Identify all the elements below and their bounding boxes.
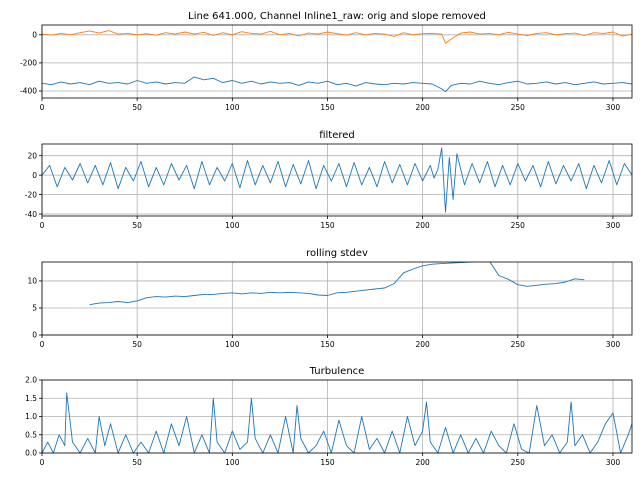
axes-frame — [41, 143, 633, 217]
x-tick-label: 100 — [225, 103, 240, 112]
x-tick-label: 200 — [415, 221, 430, 230]
y-tick-label: -400 — [20, 87, 37, 96]
y-tick-label: 10 — [27, 277, 37, 286]
y-tick-label: 0 — [32, 31, 37, 40]
x-tick-label: 0 — [40, 458, 45, 467]
x-tick-label: 50 — [132, 103, 142, 112]
x-tick-label: 300 — [606, 340, 621, 349]
x-tick-label: 300 — [606, 221, 621, 230]
panel-title: filtered — [319, 130, 355, 141]
x-tick-label: 150 — [320, 458, 335, 467]
x-tick-label: 150 — [320, 103, 335, 112]
x-tick-label: 250 — [511, 221, 526, 230]
series-line-0 — [42, 147, 632, 213]
y-tick-label: -200 — [20, 59, 37, 68]
x-tick-label: 50 — [132, 340, 142, 349]
x-tick-label: 100 — [225, 458, 240, 467]
y-tick-label: 1.0 — [25, 412, 37, 421]
x-tick-label: 200 — [415, 458, 430, 467]
y-tick-label: 1.5 — [25, 394, 37, 403]
y-tick-label: 0.0 — [25, 449, 37, 458]
x-tick-label: 250 — [511, 458, 526, 467]
x-tick-label: 200 — [415, 340, 430, 349]
x-tick-label: 0 — [40, 221, 45, 230]
x-tick-label: 150 — [320, 221, 335, 230]
x-tick-label: 0 — [40, 103, 45, 112]
panel-title: rolling stdev — [306, 248, 368, 259]
x-tick-label: 250 — [511, 103, 526, 112]
y-tick-label: -20 — [25, 190, 37, 199]
series-line-1 — [42, 76, 632, 93]
x-tick-label: 300 — [606, 458, 621, 467]
x-tick-label: 100 — [225, 340, 240, 349]
x-tick-label: 200 — [415, 103, 430, 112]
y-tick-label: 0.5 — [25, 430, 37, 439]
x-tick-label: 150 — [320, 340, 335, 349]
y-tick-label: 20 — [27, 151, 37, 160]
axes-frame — [41, 261, 633, 336]
x-tick-label: 300 — [606, 103, 621, 112]
y-tick-label: 0 — [32, 171, 37, 180]
series-line-0 — [42, 392, 632, 453]
axes-frame — [41, 24, 633, 99]
panel-title: Turbulence — [309, 366, 365, 377]
y-tick-label: 0 — [32, 331, 37, 340]
y-tick-label: -40 — [25, 210, 37, 219]
series-line-0 — [42, 30, 632, 44]
panel-rolling-stdev: rolling stdev 0 50 100 150 200 250 300 0 5 10 — [27, 248, 633, 349]
x-tick-label: 0 — [40, 340, 45, 349]
panel-title: Line 641.000, Channel Inline1_raw: orig … — [188, 11, 486, 22]
series-line-0 — [89, 262, 585, 306]
x-tick-label: 50 — [132, 458, 142, 467]
panel-turbulence: Turbulence 0 50 100 150 200 250 300 0.0 0.5 1.0 1.5… — [25, 366, 633, 467]
x-tick-label: 50 — [132, 221, 142, 230]
x-tick-label: 100 — [225, 221, 240, 230]
panel-original: Line 641.000, Channel Inline1_raw: orig … — [20, 11, 633, 112]
y-tick-label: 5 — [32, 304, 37, 313]
x-tick-label: 250 — [511, 340, 526, 349]
y-tick-label: 2.0 — [25, 376, 37, 385]
